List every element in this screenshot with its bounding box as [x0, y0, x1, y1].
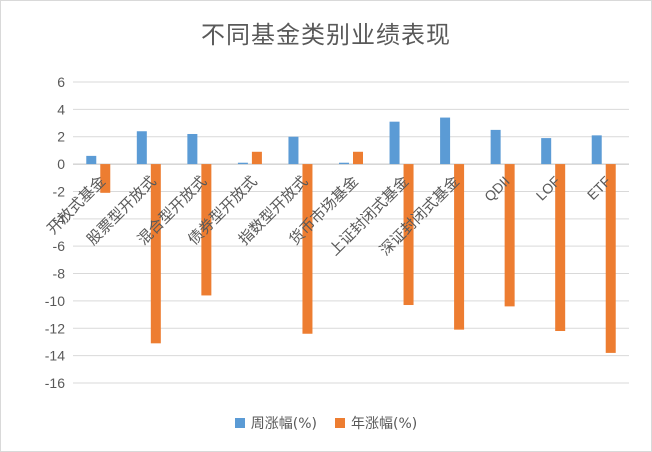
chart-title: 不同基金类别业绩表现	[201, 21, 451, 49]
bar-weekly	[86, 155, 97, 165]
y-tick-label: -10	[45, 293, 65, 309]
y-tick-label: 2	[57, 129, 65, 145]
bar-yearly	[403, 164, 414, 306]
bar-yearly	[454, 164, 465, 330]
y-tick-label: -14	[45, 348, 65, 364]
bar-weekly	[237, 162, 248, 165]
y-tick-label: -6	[53, 238, 66, 254]
bar-weekly	[288, 136, 299, 165]
legend-label: 年涨幅(%)	[351, 416, 418, 432]
bar-yearly	[302, 164, 313, 334]
y-tick-label: -16	[45, 375, 65, 391]
y-tick-label: -8	[53, 266, 66, 282]
y-tick-label: 4	[57, 101, 65, 117]
bar-weekly	[541, 138, 552, 165]
bar-yearly	[201, 164, 212, 296]
y-tick-label: 6	[57, 74, 65, 90]
bar-yearly	[605, 164, 616, 353]
bar-yearly	[555, 164, 566, 332]
bar-yearly	[150, 164, 161, 344]
legend-swatch	[234, 418, 245, 428]
bar-weekly	[389, 121, 400, 165]
legend-swatch	[335, 418, 345, 428]
y-tick-label: -2	[53, 183, 66, 199]
bar-weekly	[136, 131, 147, 165]
legend-label: 周涨幅(%)	[250, 416, 317, 432]
bar-weekly	[591, 135, 602, 165]
bar-yearly	[100, 164, 111, 193]
bar-yearly	[251, 151, 262, 165]
bar-yearly	[504, 164, 515, 307]
legend: 周涨幅(%) 年涨幅(%)	[1, 413, 651, 433]
bar-weekly	[187, 133, 198, 165]
y-tick-label: 0	[57, 156, 65, 172]
bar-weekly	[440, 117, 451, 165]
legend-entry: 周涨幅(%)	[234, 413, 317, 433]
legend-entry: 年涨幅(%)	[335, 413, 417, 433]
bar-weekly	[339, 162, 349, 165]
bar-yearly	[353, 151, 363, 165]
y-tick-label: -12	[45, 320, 65, 336]
y-tick-label: -4	[53, 211, 66, 227]
bar-weekly	[490, 129, 501, 165]
